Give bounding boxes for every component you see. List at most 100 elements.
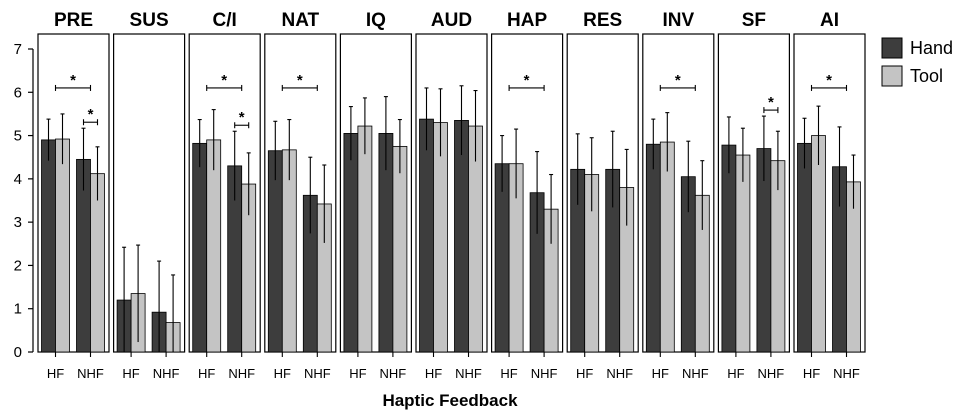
- bar-hand-hf: [343, 133, 359, 353]
- x-tick-label: NHF: [455, 366, 482, 381]
- panel-frame: [566, 33, 639, 353]
- x-tick-label: HF: [425, 366, 442, 381]
- panel-res: RES HF NHF: [566, 10, 639, 381]
- x-tick-label: HF: [727, 366, 744, 381]
- panel-frame: [112, 33, 186, 353]
- panel-c-i: C/I HF NHF * *: [188, 10, 261, 381]
- panel-title: PRE: [54, 10, 93, 31]
- legend-label-tool: Tool: [910, 66, 943, 86]
- significance-star: *: [826, 72, 832, 89]
- bar-tool-hf: [357, 125, 373, 353]
- significance-star: *: [768, 94, 774, 111]
- y-tick-label: 0: [14, 344, 22, 361]
- legend-label-hand: Hand: [910, 38, 953, 58]
- significance-star: *: [524, 72, 530, 89]
- panel-frame: [491, 33, 564, 353]
- x-tick-label: HF: [500, 366, 517, 381]
- legend: Hand Tool: [881, 37, 953, 87]
- significance-star: *: [239, 109, 245, 126]
- x-tick-label: NHF: [758, 366, 785, 381]
- y-tick-label: 1: [14, 301, 22, 318]
- panel-frame: [339, 33, 412, 353]
- panel-title: SUS: [130, 10, 169, 31]
- x-tick-label: NHF: [380, 366, 407, 381]
- panel-title: INV: [662, 10, 694, 31]
- x-tick-label: HF: [803, 366, 820, 381]
- panel-frame: [642, 33, 715, 353]
- x-tick-label: HF: [198, 366, 215, 381]
- x-tick-label: HF: [576, 366, 593, 381]
- bar-tool-hf: [735, 154, 751, 353]
- bar-tool-hf: [811, 135, 826, 353]
- bar-hand-hf: [41, 139, 56, 353]
- bar-tool-hf: [281, 149, 297, 353]
- x-tick-label: HF: [122, 366, 139, 381]
- significance-star: *: [70, 72, 76, 89]
- panel-frame: [415, 33, 488, 353]
- bar-hand-hf: [192, 142, 208, 353]
- x-tick-label: NHF: [682, 366, 709, 381]
- significance-star: *: [221, 72, 227, 89]
- panel-sus: SUS HF NHF: [112, 10, 186, 381]
- panel-frame: [717, 33, 791, 353]
- panel-ai: AI HF NHF *: [793, 10, 866, 381]
- x-tick-label: NHF: [606, 366, 633, 381]
- panel-iq: IQ HF NHF: [339, 10, 412, 381]
- x-tick-label: NHF: [153, 366, 180, 381]
- bar-tool-nhf: [392, 145, 408, 353]
- x-tick-label: NHF: [833, 366, 860, 381]
- panel-title: NAT: [281, 10, 319, 31]
- panel-frame: [264, 33, 337, 353]
- panel-hap: HAP HF NHF *: [491, 10, 564, 381]
- panel-title: HAP: [507, 10, 547, 31]
- x-axis-label: Haptic Feedback: [382, 391, 518, 410]
- y-tick-label: 5: [14, 128, 22, 145]
- panel-title: IQ: [366, 10, 386, 31]
- panel-pre: PRE HF NHF * *: [37, 10, 110, 381]
- x-tick-label: NHF: [531, 366, 558, 381]
- bar-hand-hf: [419, 118, 434, 353]
- bar-hand-hf: [797, 142, 812, 353]
- y-tick-label: 2: [14, 257, 22, 274]
- bar-hand-hf: [267, 150, 283, 353]
- significance-star: *: [297, 72, 303, 89]
- bar-hand-nhf: [454, 120, 469, 353]
- x-tick-label: HF: [652, 366, 669, 381]
- panel-title: RES: [583, 10, 622, 31]
- x-tick-label: NHF: [77, 366, 104, 381]
- panel-title: AI: [820, 10, 839, 31]
- bar-tool-hf: [206, 139, 222, 353]
- significance-star: *: [675, 72, 681, 89]
- panel-title: SF: [742, 10, 766, 31]
- panel-title: C/I: [213, 10, 237, 31]
- panel-title: AUD: [431, 10, 472, 31]
- y-tick-label: 6: [14, 84, 22, 101]
- panel-inv: INV HF NHF *: [642, 10, 715, 381]
- panel-frame: [37, 33, 110, 353]
- panel-aud: AUD HF NHF: [415, 10, 488, 381]
- y-axis: 0 1 2 3 4 5 6 7: [14, 41, 34, 361]
- bar-hand-hf: [645, 143, 661, 353]
- y-tick-label: 4: [14, 171, 22, 188]
- x-tick-label: HF: [349, 366, 366, 381]
- bar-hand-hf: [494, 163, 510, 353]
- x-tick-label: NHF: [228, 366, 255, 381]
- bar-hand-hf: [721, 144, 737, 353]
- panel-nat: NAT HF NHF *: [264, 10, 337, 381]
- panels-layer: PRE HF NHF * * SUS HF NHF C/I HF NHF * * NAT HF NHF * IQ H…: [37, 10, 866, 381]
- x-tick-label: HF: [47, 366, 64, 381]
- panel-frame: [793, 33, 866, 353]
- y-tick-label: 3: [14, 214, 22, 231]
- x-tick-label: NHF: [304, 366, 331, 381]
- significance-star: *: [88, 106, 94, 123]
- x-tick-label: HF: [274, 366, 291, 381]
- y-tick-label: 7: [14, 41, 22, 58]
- bar-tool-hf: [55, 138, 70, 353]
- legend-swatch-tool: [881, 65, 903, 87]
- legend-swatch-hand: [881, 37, 903, 59]
- panel-sf: SF HF NHF *: [717, 10, 791, 381]
- bar-tool-hf: [659, 141, 675, 353]
- panel-frame: [188, 33, 261, 353]
- bar-tool-hf: [433, 122, 448, 353]
